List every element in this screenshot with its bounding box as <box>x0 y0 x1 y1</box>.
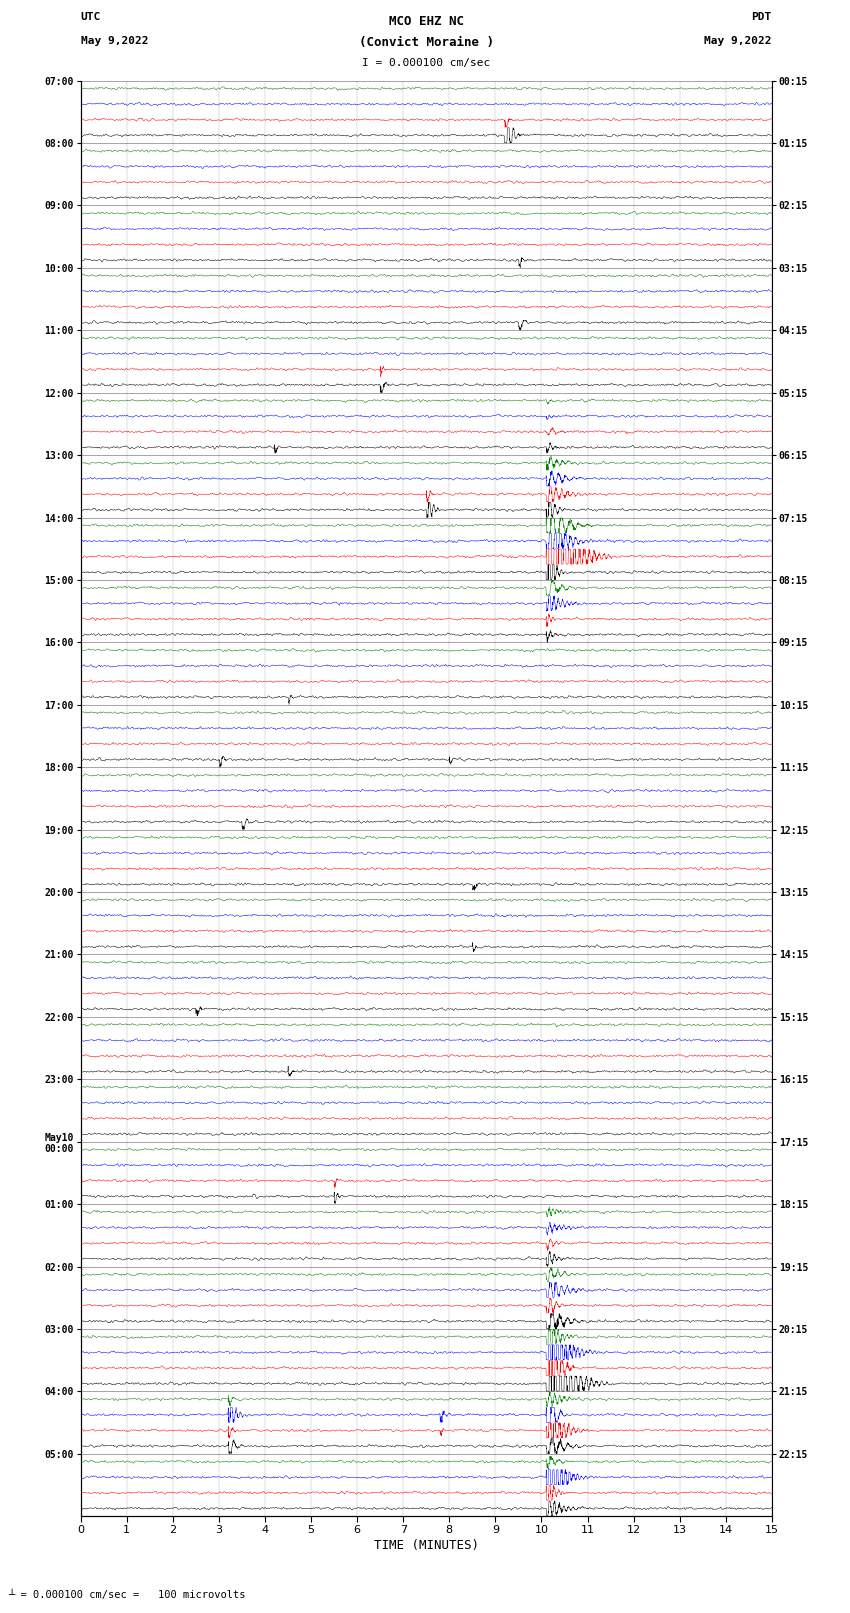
Text: (Convict Moraine ): (Convict Moraine ) <box>359 37 494 50</box>
Text: UTC: UTC <box>81 11 101 23</box>
Text: MCO EHZ NC: MCO EHZ NC <box>388 15 464 27</box>
X-axis label: TIME (MINUTES): TIME (MINUTES) <box>374 1539 479 1552</box>
Text: ┴ = 0.000100 cm/sec =   100 microvolts: ┴ = 0.000100 cm/sec = 100 microvolts <box>8 1590 246 1600</box>
Text: May 9,2022: May 9,2022 <box>81 37 148 47</box>
Text: I = 0.000100 cm/sec: I = 0.000100 cm/sec <box>362 58 490 68</box>
Text: PDT: PDT <box>751 11 772 23</box>
Text: May 9,2022: May 9,2022 <box>705 37 772 47</box>
